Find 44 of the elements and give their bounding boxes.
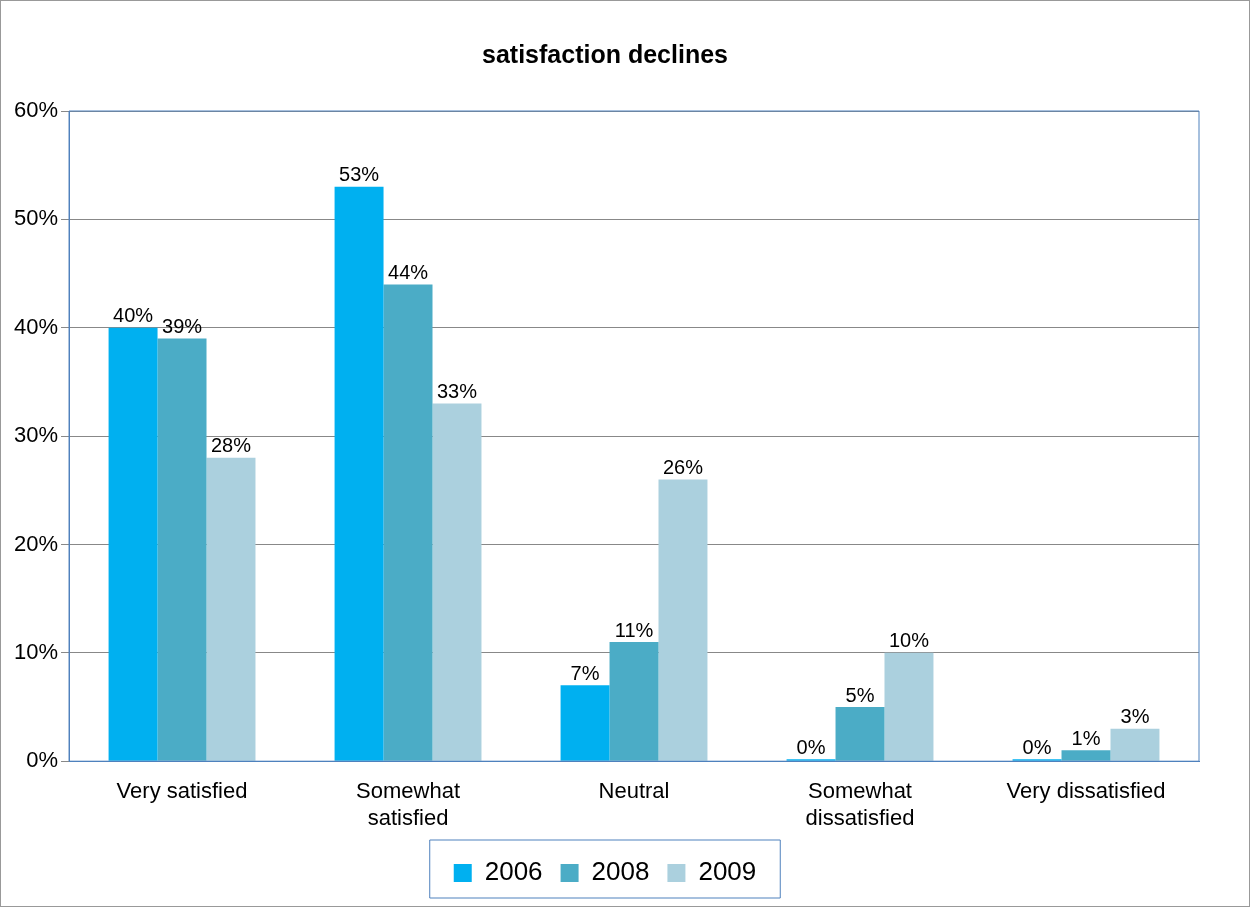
bar [206,457,256,761]
y-tick-label: 40% [13,313,59,339]
bar [1110,728,1160,761]
chart-title: satisfaction declines [482,39,728,68]
data-label: 40% [113,304,154,327]
bar [334,186,384,761]
bar [1061,750,1111,761]
y-tick-label: 30% [13,422,59,448]
data-label: 0% [796,735,826,758]
bar [884,652,934,761]
data-label: 39% [162,315,203,338]
data-label: 5% [845,683,875,706]
data-label: 44% [388,260,429,283]
data-label: 10% [888,629,930,652]
bar [560,685,610,761]
x-tick-label: Neutral [598,778,670,804]
y-tick-label: 10% [13,638,59,664]
bar [658,479,708,761]
data-label: 3% [1120,705,1150,728]
bar [157,338,207,761]
x-tick-label: Very dissatisfied [1006,778,1166,804]
y-tick-label: 50% [13,205,59,231]
data-label: 11% [614,618,654,641]
bar [432,403,482,761]
data-label: 28% [210,434,252,457]
legend-label: 2008 [591,856,650,887]
data-label: 53% [339,163,380,186]
bar [609,642,659,761]
data-label: 26% [662,455,704,478]
y-tick-label: 20% [13,530,59,556]
legend-label: 2006 [484,856,543,887]
bar [108,327,158,761]
y-tick-label: 60% [13,97,59,123]
x-tick-label: Somewhat dissatisfied [805,778,915,830]
data-label: 0% [1022,735,1052,758]
x-tick-label: Somewhat satisfied [356,778,460,830]
bar [383,284,433,761]
y-tick-label: 0% [26,747,59,773]
legend-label: 2009 [698,856,757,887]
data-label: 1% [1071,726,1101,749]
data-label: 7% [570,661,600,684]
data-label: 33% [436,380,478,403]
bar [835,707,885,761]
x-tick-label: Very satisfied [116,778,248,804]
